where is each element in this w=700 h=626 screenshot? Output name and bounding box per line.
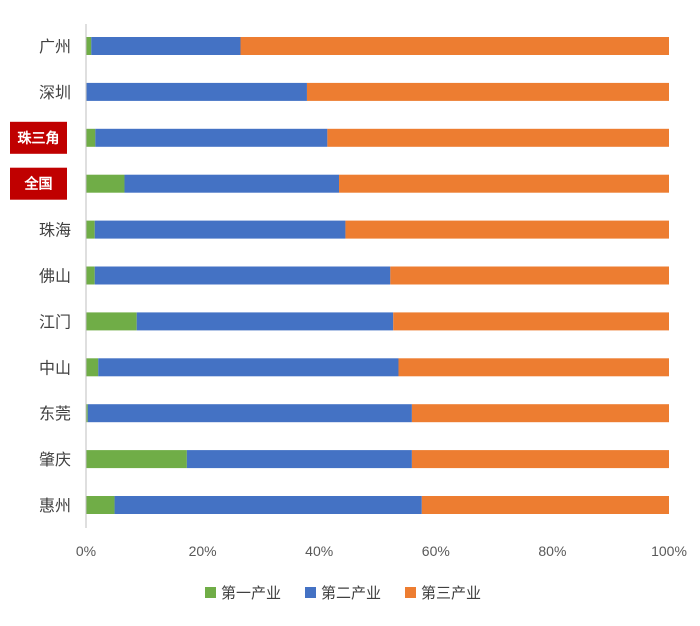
category-label: 珠三角 bbox=[18, 130, 60, 147]
bar-secondary-1 bbox=[86, 82, 307, 101]
bar-secondary-6 bbox=[136, 312, 394, 331]
category-highlight-box bbox=[10, 121, 67, 154]
category-label: 珠海 bbox=[39, 221, 71, 240]
bar-secondary-8 bbox=[87, 404, 412, 423]
bars-group bbox=[86, 37, 669, 514]
bar-primary-4 bbox=[86, 220, 95, 239]
bar-primary-5 bbox=[86, 266, 95, 285]
category-highlight-box bbox=[10, 167, 67, 200]
x-tick-label: 0% bbox=[76, 543, 96, 559]
bar-secondary-9 bbox=[186, 450, 412, 469]
legend-swatch bbox=[405, 587, 416, 598]
bar-tertiary-8 bbox=[411, 404, 669, 423]
category-label: 佛山 bbox=[39, 267, 71, 286]
bar-primary-10 bbox=[86, 496, 115, 514]
bar-primary-0 bbox=[86, 37, 92, 55]
category-label: 全国 bbox=[24, 176, 53, 193]
category-label: 东莞 bbox=[39, 404, 71, 423]
legend: 第一产业 第二产业 第三产业 bbox=[205, 584, 481, 602]
legend-label: 第二产业 bbox=[321, 584, 381, 602]
bar-tertiary-1 bbox=[306, 82, 669, 101]
x-tick-labels: 0% 20% 40% 60% 80% 100% bbox=[76, 543, 687, 559]
bar-primary-3 bbox=[86, 174, 125, 193]
bar-tertiary-2 bbox=[327, 128, 669, 147]
bar-primary-8 bbox=[86, 404, 88, 423]
bar-tertiary-4 bbox=[345, 220, 669, 239]
bar-secondary-2 bbox=[95, 128, 328, 147]
bar-secondary-3 bbox=[124, 174, 340, 193]
x-tick-label: 20% bbox=[189, 543, 217, 559]
bar-tertiary-7 bbox=[398, 358, 669, 377]
category-label: 深圳 bbox=[39, 83, 71, 102]
bar-secondary-4 bbox=[94, 220, 346, 239]
bar-primary-9 bbox=[86, 450, 187, 469]
bar-tertiary-0 bbox=[240, 37, 669, 55]
legend-label: 第一产业 bbox=[221, 584, 281, 602]
bar-secondary-10 bbox=[114, 496, 422, 514]
bar-tertiary-9 bbox=[411, 450, 669, 469]
category-label: 肇庆 bbox=[39, 450, 71, 469]
bar-tertiary-6 bbox=[393, 312, 669, 331]
legend-swatch bbox=[305, 587, 316, 598]
legend-label: 第三产业 bbox=[421, 584, 481, 602]
bar-primary-7 bbox=[86, 358, 99, 377]
bar-secondary-0 bbox=[91, 37, 241, 55]
x-tick-label: 100% bbox=[651, 543, 687, 559]
legend-swatch bbox=[205, 587, 216, 598]
bar-secondary-5 bbox=[94, 266, 391, 285]
bar-tertiary-10 bbox=[421, 496, 669, 514]
bar-secondary-7 bbox=[98, 358, 399, 377]
category-label: 惠州 bbox=[39, 496, 71, 515]
bar-primary-2 bbox=[86, 128, 96, 147]
bar-primary-6 bbox=[86, 312, 137, 331]
x-tick-label: 60% bbox=[422, 543, 450, 559]
category-label: 广州 bbox=[39, 37, 71, 56]
x-tick-label: 40% bbox=[305, 543, 333, 559]
x-tick-label: 80% bbox=[538, 543, 566, 559]
bar-tertiary-3 bbox=[339, 174, 669, 193]
category-label: 中山 bbox=[39, 358, 71, 377]
category-label: 江门 bbox=[39, 312, 71, 331]
bar-tertiary-5 bbox=[390, 266, 669, 285]
